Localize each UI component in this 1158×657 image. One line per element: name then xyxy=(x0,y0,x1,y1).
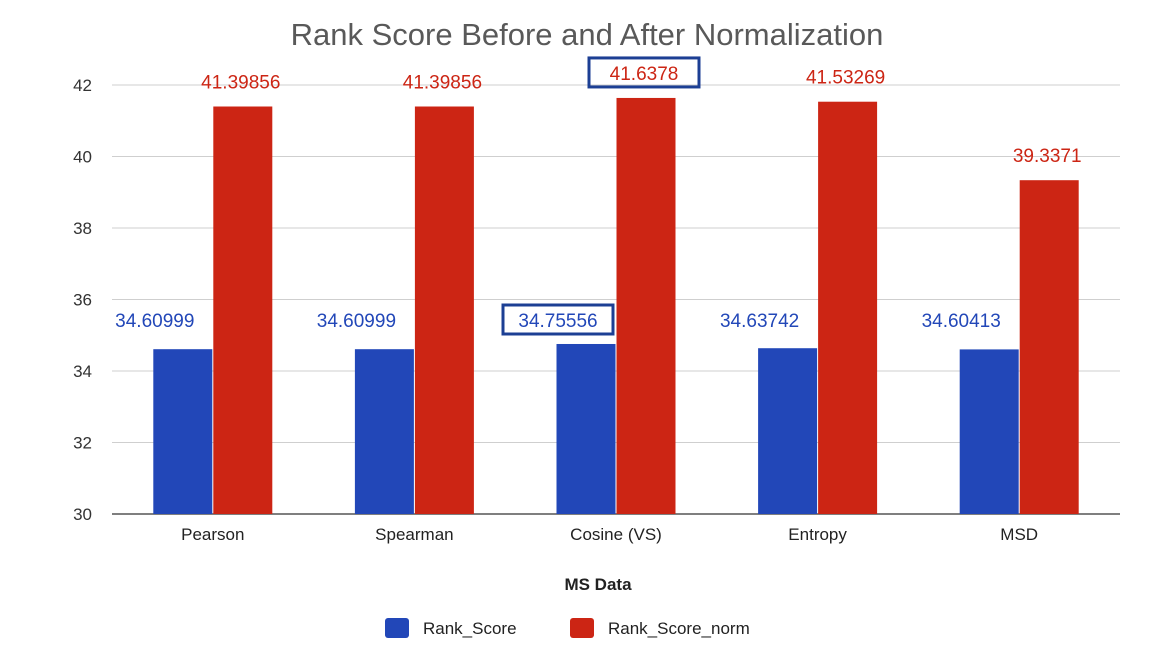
bar-rank-score xyxy=(959,349,1019,514)
legend-swatch xyxy=(570,618,594,638)
data-label-rank-score: 34.75556 xyxy=(518,311,597,332)
x-axis-label: MS Data xyxy=(564,575,632,594)
gridlines xyxy=(112,84,1120,515)
legend: Rank_Score Rank_Score_norm xyxy=(385,618,750,638)
data-label-rank-score-norm: 41.39856 xyxy=(403,73,482,94)
data-label-rank-score: 34.63742 xyxy=(720,311,799,332)
x-tick-label: Spearman xyxy=(375,525,453,544)
bar-rank-score-norm xyxy=(414,106,474,515)
highlight-box xyxy=(587,56,701,89)
data-label-rank-score-norm: 41.39856 xyxy=(201,73,280,94)
bar-rank-score xyxy=(153,349,213,514)
data-label-rank-score-norm: 39.3371 xyxy=(1013,146,1082,167)
data-label-rank-score-norm: 41.53269 xyxy=(806,68,885,89)
legend-swatch xyxy=(385,618,409,638)
y-tick-label: 30 xyxy=(73,505,92,524)
y-tick-label: 38 xyxy=(73,219,92,238)
bar-rank-score xyxy=(354,349,414,514)
bar-rank-score-norm xyxy=(213,106,273,515)
y-axis-ticks: 30 32 34 36 38 40 42 xyxy=(73,76,92,524)
y-tick-label: 42 xyxy=(73,76,92,95)
data-label-rank-score: 34.60999 xyxy=(317,311,396,332)
bar-rank-score-norm xyxy=(1019,180,1079,514)
y-tick-label: 40 xyxy=(73,148,92,167)
bar-rank-score xyxy=(556,343,616,514)
x-tick-label: Pearson xyxy=(181,525,244,544)
data-label-rank-score: 34.60413 xyxy=(922,311,1001,332)
y-tick-label: 34 xyxy=(73,362,92,381)
legend-label: Rank_Score xyxy=(423,619,517,638)
highlight-box xyxy=(501,303,615,336)
bar-rank-score-norm xyxy=(818,101,878,514)
x-tick-label: Entropy xyxy=(788,525,847,544)
x-tick-label: Cosine (VS) xyxy=(570,525,662,544)
y-tick-label: 32 xyxy=(73,434,92,453)
x-tick-label: MSD xyxy=(1000,525,1038,544)
y-tick-label: 36 xyxy=(73,291,92,310)
bar-rank-score xyxy=(758,348,818,514)
data-label-rank-score-norm: 41.6378 xyxy=(610,64,679,85)
data-labels: 34.60999 41.39856 34.60999 41.39856 34.75556… xyxy=(115,56,1082,336)
x-axis-ticks: Pearson Spearman Cosine (VS) Entropy MSD xyxy=(181,525,1038,544)
bar-rank-score-norm xyxy=(616,97,676,515)
chart-title: Rank Score Before and After Normalizatio… xyxy=(291,17,884,52)
bars xyxy=(153,97,1079,515)
data-label-rank-score: 34.60999 xyxy=(115,311,194,332)
legend-label: Rank_Score_norm xyxy=(608,619,750,638)
